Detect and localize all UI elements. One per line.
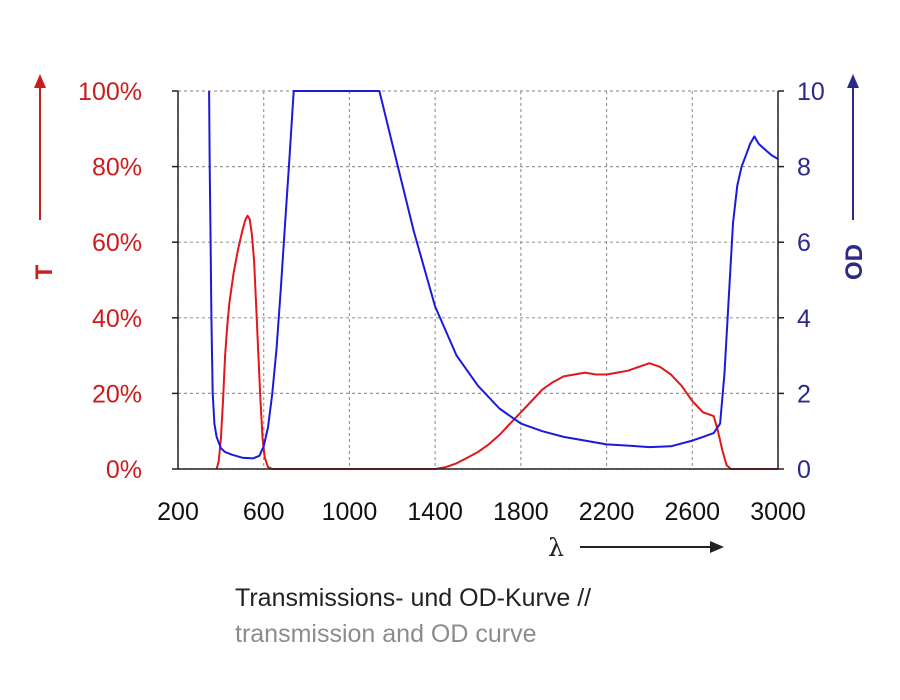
series-od (208, 90, 779, 460)
x-tick-label: 2200 (579, 498, 635, 526)
y-left-tick-label: 40% (92, 305, 142, 333)
x-tick-label: 2600 (664, 498, 720, 526)
y-right-tick-label: 10 (797, 78, 825, 106)
caption-english: transmission and OD curve (235, 620, 537, 648)
y-left-axis-label: T (31, 264, 58, 279)
x-axis-label: λ (548, 533, 564, 562)
y-right-axis-label: OD (841, 244, 868, 280)
y-right-tick-label: 8 (797, 154, 811, 182)
y-left-tick-label: 100% (78, 78, 142, 106)
y-right-tick-label: 4 (797, 305, 811, 333)
y-right-tick-label: 0 (797, 456, 811, 484)
arrow-right-od (847, 74, 859, 220)
x-tick-label: 1000 (322, 498, 378, 526)
arrow-left-t (34, 74, 46, 220)
x-tick-label: 1400 (407, 498, 463, 526)
x-tick-label: 200 (157, 498, 199, 526)
caption-german: Transmissions- und OD-Kurve // (235, 584, 592, 612)
y-left-tick-label: 20% (92, 380, 142, 408)
grid-lines (177, 90, 779, 470)
y-left-tick-label: 60% (92, 229, 142, 257)
tick-labels: 200 600 1000 1400 1800 2200 2600 30000%20%40%60… (78, 78, 825, 526)
series-line-od (208, 90, 779, 460)
axes (172, 90, 784, 470)
y-left-tick-label: 80% (92, 154, 142, 182)
y-right-tick-label: 6 (797, 229, 811, 257)
y-right-tick-label: 2 (797, 380, 811, 408)
axis-labels: T OD λ (31, 244, 868, 562)
arrow-x-lambda (580, 541, 724, 553)
y-left-tick-label: 0% (106, 456, 142, 484)
series-t (215, 214, 778, 470)
x-tick-label: 600 (243, 498, 285, 526)
x-tick-label: 1800 (493, 498, 549, 526)
x-tick-label: 3000 (750, 498, 806, 526)
series-line-t (215, 214, 778, 470)
